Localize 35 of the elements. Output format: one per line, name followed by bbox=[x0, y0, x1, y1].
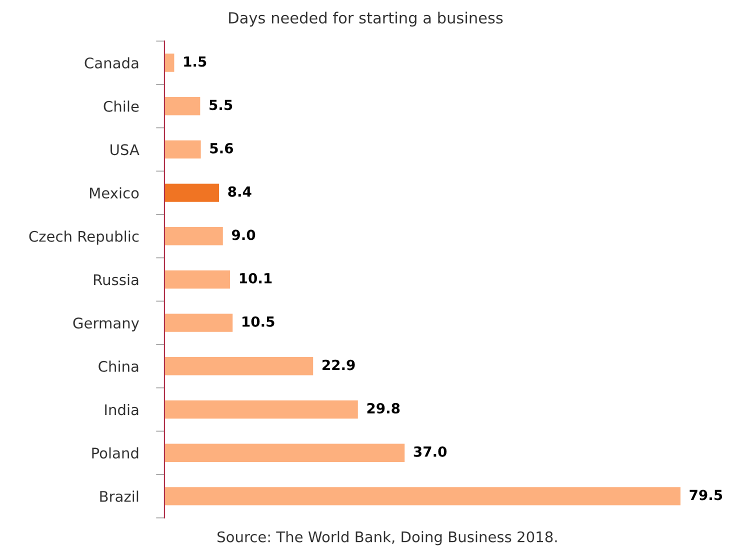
data-label: 9.0 bbox=[232, 230, 256, 240]
data-label: 1.5 bbox=[184, 56, 206, 67]
data-label: 5.6 bbox=[210, 142, 234, 154]
y-tick-label: USA bbox=[110, 144, 140, 156]
data-label: 5.5 bbox=[210, 100, 232, 110]
y-tick-label: Germany bbox=[73, 318, 140, 332]
bar bbox=[164, 97, 200, 116]
bar bbox=[164, 400, 358, 419]
y-tick-label: China bbox=[98, 360, 138, 372]
data-label: 8.4 bbox=[228, 186, 252, 197]
data-label: 29.8 bbox=[367, 403, 400, 414]
y-tick-label: Brazil bbox=[100, 490, 138, 502]
data-label: 79.5 bbox=[690, 490, 722, 500]
source-note: Source: The World Bank, Doing Business 2018. bbox=[218, 531, 557, 546]
bar bbox=[164, 444, 405, 462]
y-tick-label: Poland bbox=[92, 447, 138, 459]
y-tick-label: Canada bbox=[84, 57, 138, 69]
bar bbox=[164, 487, 680, 506]
y-tick-label: Mexico bbox=[90, 187, 139, 199]
bar bbox=[164, 357, 314, 376]
chart-title: Days needed for starting a business bbox=[229, 12, 503, 27]
data-label: 10.1 bbox=[240, 273, 272, 284]
y-tick-label: Russia bbox=[94, 274, 138, 286]
bar bbox=[164, 54, 174, 72]
bar bbox=[164, 314, 233, 332]
bar bbox=[164, 140, 201, 159]
y-tick-label: Chile bbox=[104, 100, 139, 112]
data-label: 10.5 bbox=[242, 316, 274, 327]
y-tick-label: India bbox=[105, 404, 138, 416]
data-label: 22.9 bbox=[322, 360, 355, 370]
bar bbox=[164, 227, 223, 246]
data-label: 37.0 bbox=[414, 446, 447, 457]
y-tick-label: Czech Republic bbox=[29, 230, 139, 245]
bar bbox=[164, 184, 219, 202]
bar bbox=[164, 270, 230, 289]
